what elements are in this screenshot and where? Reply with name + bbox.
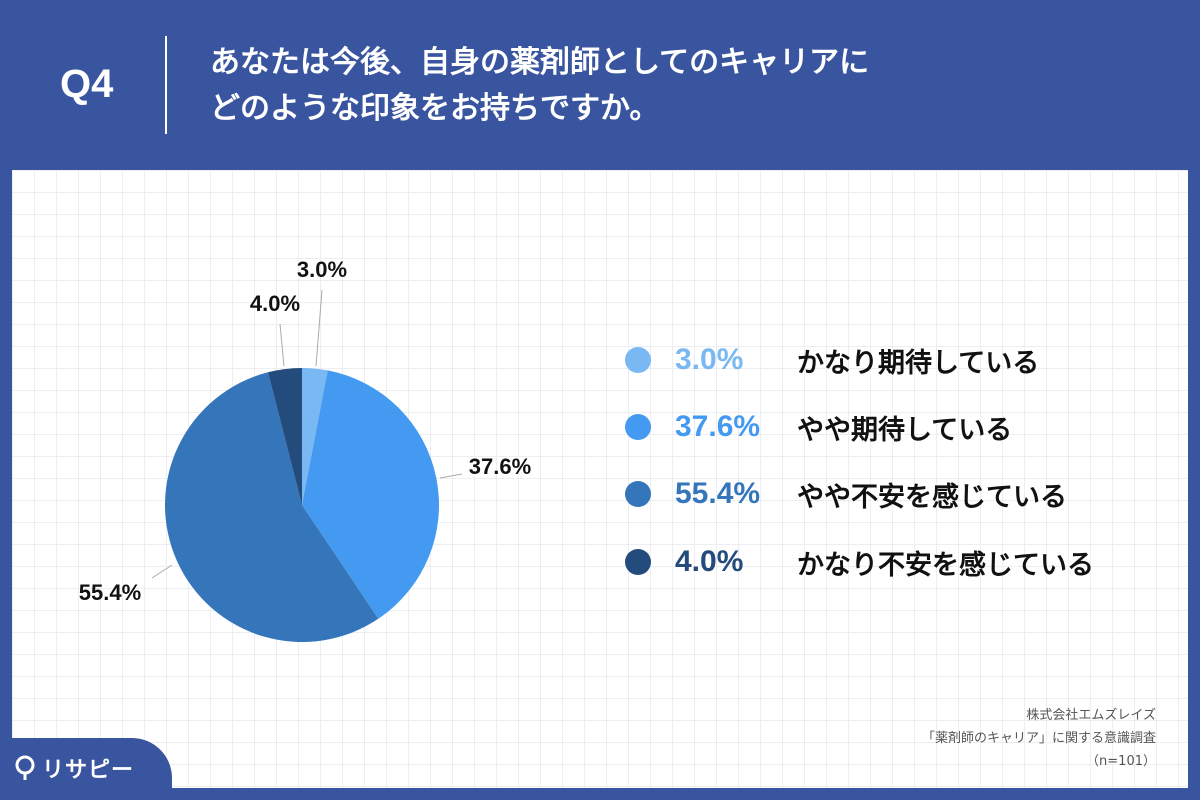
legend-item: 4.0% かなり不安を感じている bbox=[625, 542, 1094, 582]
header: Q4 あなたは今後、自身の薬剤師としてのキャリアに どのような印象をお持ちですか… bbox=[0, 0, 1200, 170]
pie-slice bbox=[164, 372, 379, 642]
source-sample-size: （n=101） bbox=[1086, 754, 1156, 769]
legend-label: かなり不安を感じている bbox=[797, 549, 1094, 581]
legend-item: 55.4% やや不安を感じている bbox=[625, 474, 1067, 514]
logo-text: リサピー bbox=[42, 758, 135, 783]
legend-percent: 4.0% bbox=[675, 545, 744, 578]
legend-percent: 55.4% bbox=[675, 477, 761, 510]
pie-data-label: 55.4% bbox=[79, 580, 141, 605]
legend-label: かなり期待している bbox=[797, 347, 1040, 379]
leader-line bbox=[151, 564, 173, 579]
source-company: 株式会社エムズレイズ bbox=[1026, 708, 1156, 723]
header-divider bbox=[165, 36, 167, 134]
pie-data-label: 37.6% bbox=[469, 454, 531, 479]
leader-line bbox=[279, 323, 285, 367]
pie-slice bbox=[302, 370, 439, 619]
source-note: 株式会社エムズレイズ 「薬剤師のキャリア」に関する意識調査 （n=101） bbox=[756, 704, 1156, 773]
pie-slice bbox=[302, 368, 328, 505]
legend-item: 3.0% かなり期待している bbox=[625, 340, 1039, 380]
legend-dot bbox=[625, 481, 651, 507]
question-title-line-1: あなたは今後、自身の薬剤師としてのキャリアに bbox=[210, 45, 870, 80]
source-survey: 「薬剤師のキャリア」に関する意識調査 bbox=[921, 731, 1156, 746]
legend-label: やや不安を感じている bbox=[797, 481, 1067, 513]
leader-line bbox=[439, 473, 463, 479]
pie-data-label: 4.0% bbox=[250, 291, 300, 316]
legend-dot bbox=[625, 549, 651, 575]
question-title-line-2: どのような印象をお持ちですか。 bbox=[210, 91, 660, 126]
question-title: あなたは今後、自身の薬剤師としてのキャリアに どのような印象をお持ちですか。 bbox=[210, 40, 1170, 132]
logo: リサピー bbox=[14, 753, 134, 783]
pie-data-label: 3.0% bbox=[297, 257, 347, 282]
logo-tab bbox=[0, 738, 172, 800]
pie-slice bbox=[267, 368, 302, 505]
legend-percent: 3.0% bbox=[675, 343, 744, 376]
legend-percent: 37.6% bbox=[675, 410, 761, 443]
pie-leader-lines bbox=[151, 289, 463, 579]
legend-dot bbox=[625, 347, 651, 373]
pie-slices bbox=[164, 368, 439, 642]
question-number: Q4 bbox=[60, 62, 114, 106]
leader-line bbox=[315, 289, 323, 367]
legend-dot bbox=[625, 414, 651, 440]
pin-icon bbox=[15, 755, 35, 780]
legend-item: 37.6% やや期待している bbox=[625, 407, 1012, 447]
legend-label: やや期待している bbox=[797, 414, 1013, 446]
pie-data-labels: 3.0% 37.6% 55.4% 4.0% bbox=[79, 257, 531, 605]
